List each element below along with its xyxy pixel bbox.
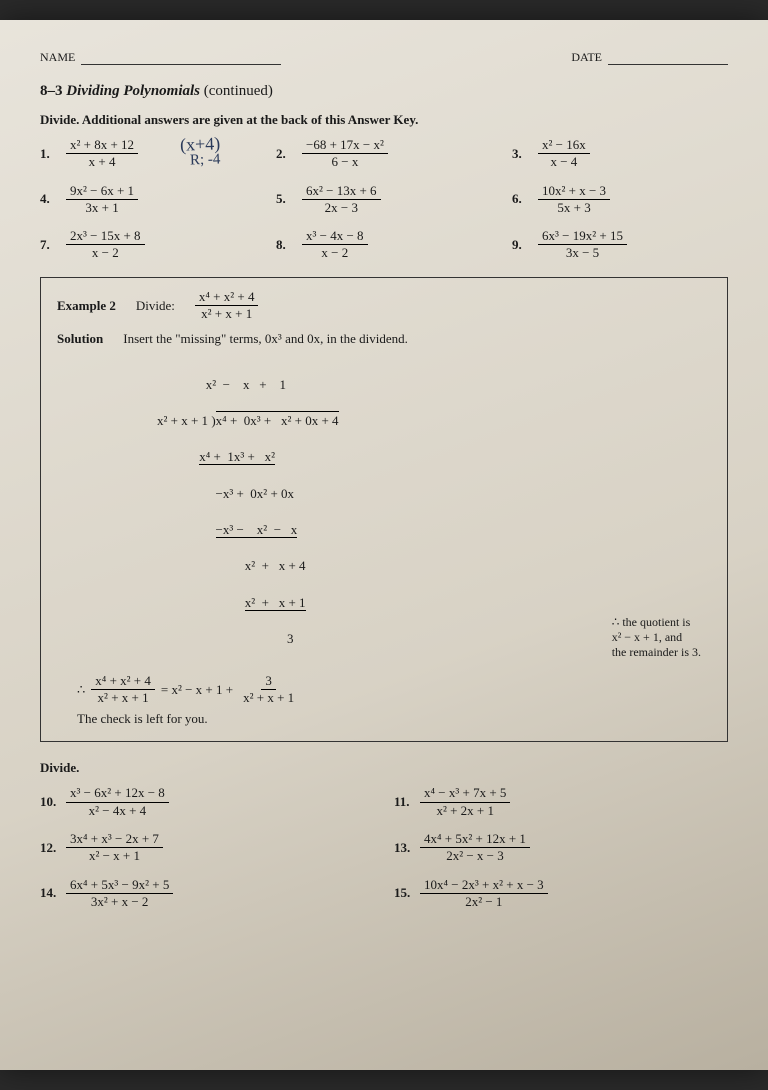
problem-5: 5.6x² − 13x + 62x − 3 — [276, 184, 492, 216]
problem-4: 4.9x² − 6x + 13x + 1 — [40, 184, 256, 216]
check-text: The check is left for you. — [77, 711, 711, 727]
solution-label: Solution — [57, 331, 103, 347]
instruction-2: Divide. — [40, 760, 728, 776]
example-box: Example 2 Divide: x⁴ + x² + 4 x² + x + 1… — [40, 277, 728, 743]
handwriting-2: R; -4 — [190, 151, 221, 169]
date-line — [608, 50, 728, 65]
problem-12: 12.3x⁴ + x³ − 2x + 7x² − x + 1 — [40, 832, 374, 864]
solution-text: Insert the "missing" terms, 0x³ and 0x, … — [123, 331, 408, 347]
worksheet-page: NAME DATE 8–3 Dividing Polynomials (cont… — [0, 20, 768, 1070]
problem-2: 2.−68 + 17x − x²6 − x — [276, 138, 492, 170]
name-line — [81, 50, 281, 65]
name-label: NAME — [40, 50, 75, 65]
problem-8: 8.x³ − 4x − 8x − 2 — [276, 229, 492, 261]
problem-3: 3.x² − 16xx − 4 — [512, 138, 728, 170]
problem-14: 14.6x⁴ + 5x³ − 9x² + 53x² + x − 2 — [40, 878, 374, 910]
header: NAME DATE — [40, 50, 728, 65]
quotient-note: ∴ the quotient is x² − x + 1, and the re… — [57, 615, 701, 660]
problem-1: 1.x² + 8x + 12x + 4 — [40, 138, 256, 170]
example-label: Example 2 — [57, 298, 116, 314]
problem-11: 11.x⁴ − x³ + 7x + 5x² + 2x + 1 — [394, 786, 728, 818]
date-field: DATE — [571, 50, 728, 65]
problem-6: 6.10x² + x − 35x + 3 — [512, 184, 728, 216]
problem-13: 13.4x⁴ + 5x² + 12x + 12x² − x − 3 — [394, 832, 728, 864]
section-number: 8–3 — [40, 83, 63, 99]
section-cont: (continued) — [204, 83, 273, 99]
result-line: ∴ x⁴ + x² + 4x² + x + 1 = x² − x + 1 + 3… — [77, 674, 711, 706]
example-action: Divide: — [136, 298, 175, 314]
problem-9: 9.6x³ − 19x² + 153x − 5 — [512, 229, 728, 261]
problem-7: 7.2x³ − 15x + 8x − 2 — [40, 229, 256, 261]
section-topic: Dividing Polynomials — [66, 83, 200, 99]
date-label: DATE — [571, 50, 602, 65]
section-title: 8–3 Dividing Polynomials (continued) — [40, 83, 728, 100]
name-field: NAME — [40, 50, 281, 65]
example-fraction: x⁴ + x² + 4 x² + x + 1 — [195, 290, 259, 322]
problem-15: 15.10x⁴ − 2x³ + x² + x − 32x² − 1 — [394, 878, 728, 910]
problem-set-2: 10.x³ − 6x² + 12x − 8x² − 4x + 4 11.x⁴ −… — [40, 786, 728, 909]
instruction-1: Divide. Additional answers are given at … — [40, 112, 728, 128]
problem-10: 10.x³ − 6x² + 12x − 8x² − 4x + 4 — [40, 786, 374, 818]
problem-set-1: 1.x² + 8x + 12x + 4 2.−68 + 17x − x²6 − … — [40, 138, 728, 261]
